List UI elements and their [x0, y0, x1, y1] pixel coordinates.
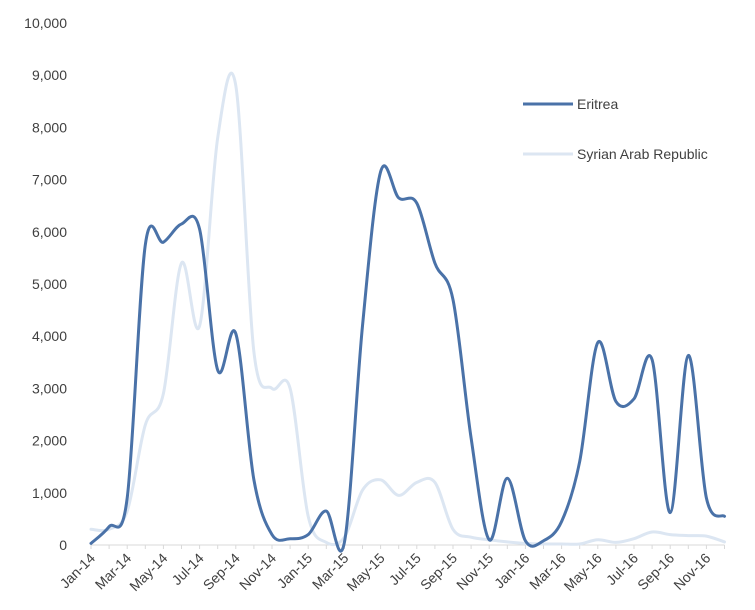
- x-axis-tick-labels: Jan-14Mar-14May-14Jul-14Sep-14Nov-14Jan-…: [57, 550, 714, 594]
- y-tick-label: 7,000: [32, 172, 67, 188]
- y-tick-label: 2,000: [32, 433, 67, 449]
- x-tick-label: Sep-16: [634, 550, 677, 593]
- y-tick-label: 1,000: [32, 485, 67, 501]
- y-tick-label: 3,000: [32, 380, 67, 396]
- y-tick-label: 6,000: [32, 224, 67, 240]
- y-tick-label: 0: [59, 537, 67, 553]
- y-tick-label: 4,000: [32, 328, 67, 344]
- y-tick-label: 8,000: [32, 119, 67, 135]
- x-tick-label: May-14: [126, 550, 170, 594]
- legend: Eritrea Syrian Arab Republic: [523, 96, 708, 162]
- y-tick-label: 9,000: [32, 67, 67, 83]
- x-tick-label: May-16: [561, 550, 605, 594]
- x-tick-label: Sep-15: [417, 550, 460, 593]
- x-tick-label: Nov-14: [236, 550, 279, 593]
- y-axis-tick-labels: 0 1,000 2,000 3,000 4,000 5,000 6,000 7,000 8,00…: [24, 15, 67, 553]
- x-tick-label: Jan-15: [274, 550, 316, 592]
- y-tick-label: 10,000: [24, 15, 67, 31]
- series-line-syrian-arab-republic: [89, 71, 726, 547]
- y-tick-label: 5,000: [32, 276, 67, 292]
- series-group: [89, 71, 726, 553]
- x-axis-tick-marks: [90, 545, 725, 549]
- x-tick-label: Nov-15: [453, 550, 496, 593]
- x-tick-label: Mar-16: [526, 550, 569, 593]
- legend-label-syrian-arab-republic: Syrian Arab Republic: [577, 146, 708, 162]
- x-tick-label: Nov-16: [670, 550, 713, 593]
- series-line-eritrea: [89, 164, 726, 553]
- x-tick-label: May-15: [343, 550, 387, 594]
- legend-label-eritrea: Eritrea: [577, 96, 618, 112]
- x-tick-label: Jan-16: [491, 550, 533, 592]
- x-tick-label: Sep-14: [200, 550, 243, 593]
- x-tick-label: Jan-14: [57, 550, 99, 592]
